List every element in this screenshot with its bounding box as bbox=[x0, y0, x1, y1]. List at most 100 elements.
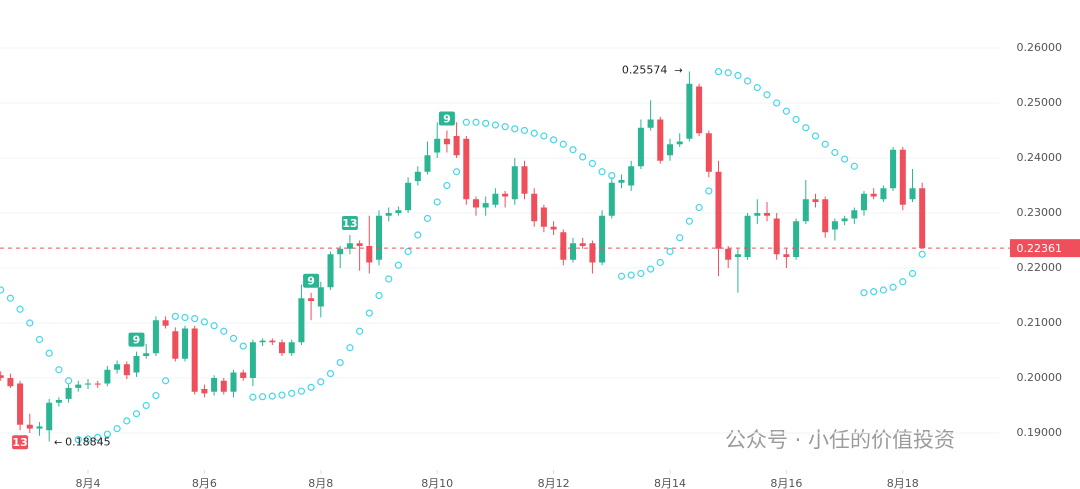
y-tick-label: 0.19000 bbox=[1017, 426, 1063, 439]
sar-dot bbox=[452, 168, 461, 176]
candle-body bbox=[17, 383, 24, 425]
sar-dot bbox=[307, 383, 315, 391]
candle-body bbox=[278, 342, 285, 354]
candle-body bbox=[46, 402, 53, 431]
candle-body bbox=[395, 210, 402, 214]
y-tick-label: 0.21000 bbox=[1017, 316, 1063, 329]
sar-dot bbox=[918, 250, 926, 258]
sar-dot bbox=[637, 269, 645, 278]
candle-body bbox=[715, 171, 722, 249]
sar-dot bbox=[152, 391, 160, 400]
x-tick-label: 8月8 bbox=[308, 477, 333, 489]
candle-body bbox=[424, 155, 431, 172]
candle-body bbox=[453, 136, 460, 156]
sar-dot bbox=[278, 391, 286, 399]
sar-dot bbox=[763, 91, 771, 99]
candle-body bbox=[599, 215, 606, 263]
sar-dot bbox=[45, 349, 53, 357]
sar-dot bbox=[530, 129, 538, 137]
candle-body bbox=[909, 188, 916, 200]
low-label: 0.18845 bbox=[65, 436, 111, 449]
candle-body bbox=[143, 353, 150, 356]
candle-body bbox=[560, 232, 567, 260]
sar-dot bbox=[705, 187, 713, 195]
y-tick-label: 0.25000 bbox=[1017, 96, 1063, 109]
candle-body bbox=[531, 193, 538, 222]
sar-dot bbox=[171, 312, 179, 320]
candle-body bbox=[366, 245, 373, 263]
sar-dot bbox=[55, 366, 63, 374]
candle-body bbox=[201, 388, 208, 394]
candle-body bbox=[317, 287, 324, 307]
watermark: 公众号 · 小任的价值投资 bbox=[725, 428, 955, 452]
candle-body bbox=[123, 364, 130, 376]
candle-body bbox=[259, 340, 266, 343]
sar-dot bbox=[113, 424, 121, 433]
sar-dot bbox=[753, 84, 761, 92]
sar-dot bbox=[74, 435, 82, 444]
candle-body bbox=[385, 213, 392, 216]
candle-body bbox=[36, 426, 43, 429]
candle-body bbox=[133, 355, 140, 373]
high-label: 0.25574 bbox=[622, 63, 668, 76]
sar-dot bbox=[297, 387, 306, 395]
sar-dot bbox=[26, 319, 34, 327]
sar-dot bbox=[123, 417, 131, 425]
sar-dot bbox=[831, 148, 839, 157]
sar-dot bbox=[598, 168, 606, 176]
sar-dot bbox=[84, 435, 92, 443]
sar-dot bbox=[365, 309, 373, 317]
sar-dot bbox=[210, 322, 218, 330]
sar-dot bbox=[239, 342, 247, 350]
sar-dot bbox=[288, 389, 296, 397]
candle-body bbox=[521, 166, 528, 194]
candle-body bbox=[269, 340, 276, 343]
candle-body bbox=[540, 207, 547, 227]
candle-body bbox=[84, 383, 92, 385]
sar-dot bbox=[259, 393, 267, 401]
candle-body bbox=[356, 243, 363, 246]
candle-body bbox=[463, 138, 470, 200]
sar-dot bbox=[889, 283, 897, 291]
candle-body bbox=[298, 298, 305, 343]
candle-body bbox=[482, 203, 489, 208]
sar-dot bbox=[588, 159, 597, 168]
candle-body bbox=[182, 328, 189, 359]
sar-dot bbox=[249, 393, 257, 401]
candle-body bbox=[230, 372, 237, 392]
sar-dot bbox=[132, 410, 141, 418]
sar-dot bbox=[6, 294, 15, 302]
td-badge bbox=[128, 332, 145, 347]
sar-dot bbox=[65, 377, 73, 385]
sar-dot bbox=[841, 155, 849, 163]
sar-dot bbox=[35, 335, 44, 344]
candle-body bbox=[618, 180, 625, 183]
candle-body bbox=[492, 193, 499, 205]
candle-body bbox=[647, 119, 654, 128]
sar-dot bbox=[540, 132, 548, 140]
sar-dot bbox=[229, 334, 238, 342]
sar-dot bbox=[608, 172, 616, 180]
sar-dot bbox=[647, 265, 655, 273]
sar-dot bbox=[356, 327, 364, 335]
sar-dot bbox=[103, 430, 111, 438]
sar-dot bbox=[559, 140, 567, 148]
candle-body bbox=[666, 144, 674, 156]
sar-dot bbox=[821, 140, 829, 148]
sar-dot bbox=[792, 115, 800, 124]
x-tick-label: 8月4 bbox=[75, 477, 100, 489]
x-tick-label: 8月18 bbox=[887, 477, 919, 489]
candle-body bbox=[414, 171, 421, 182]
sar-dot bbox=[385, 275, 393, 283]
sar-dot bbox=[908, 269, 917, 278]
candle-body bbox=[502, 193, 509, 197]
sar-dot bbox=[200, 318, 208, 326]
candle-body bbox=[152, 320, 159, 354]
y-tick-label: 0.22000 bbox=[1017, 261, 1063, 274]
sar-dot bbox=[462, 118, 470, 126]
sar-dot bbox=[433, 198, 441, 206]
candle-body bbox=[172, 331, 179, 359]
td-label: 13 bbox=[12, 436, 27, 449]
sar-dot bbox=[443, 181, 451, 190]
sar-dot bbox=[375, 291, 383, 300]
